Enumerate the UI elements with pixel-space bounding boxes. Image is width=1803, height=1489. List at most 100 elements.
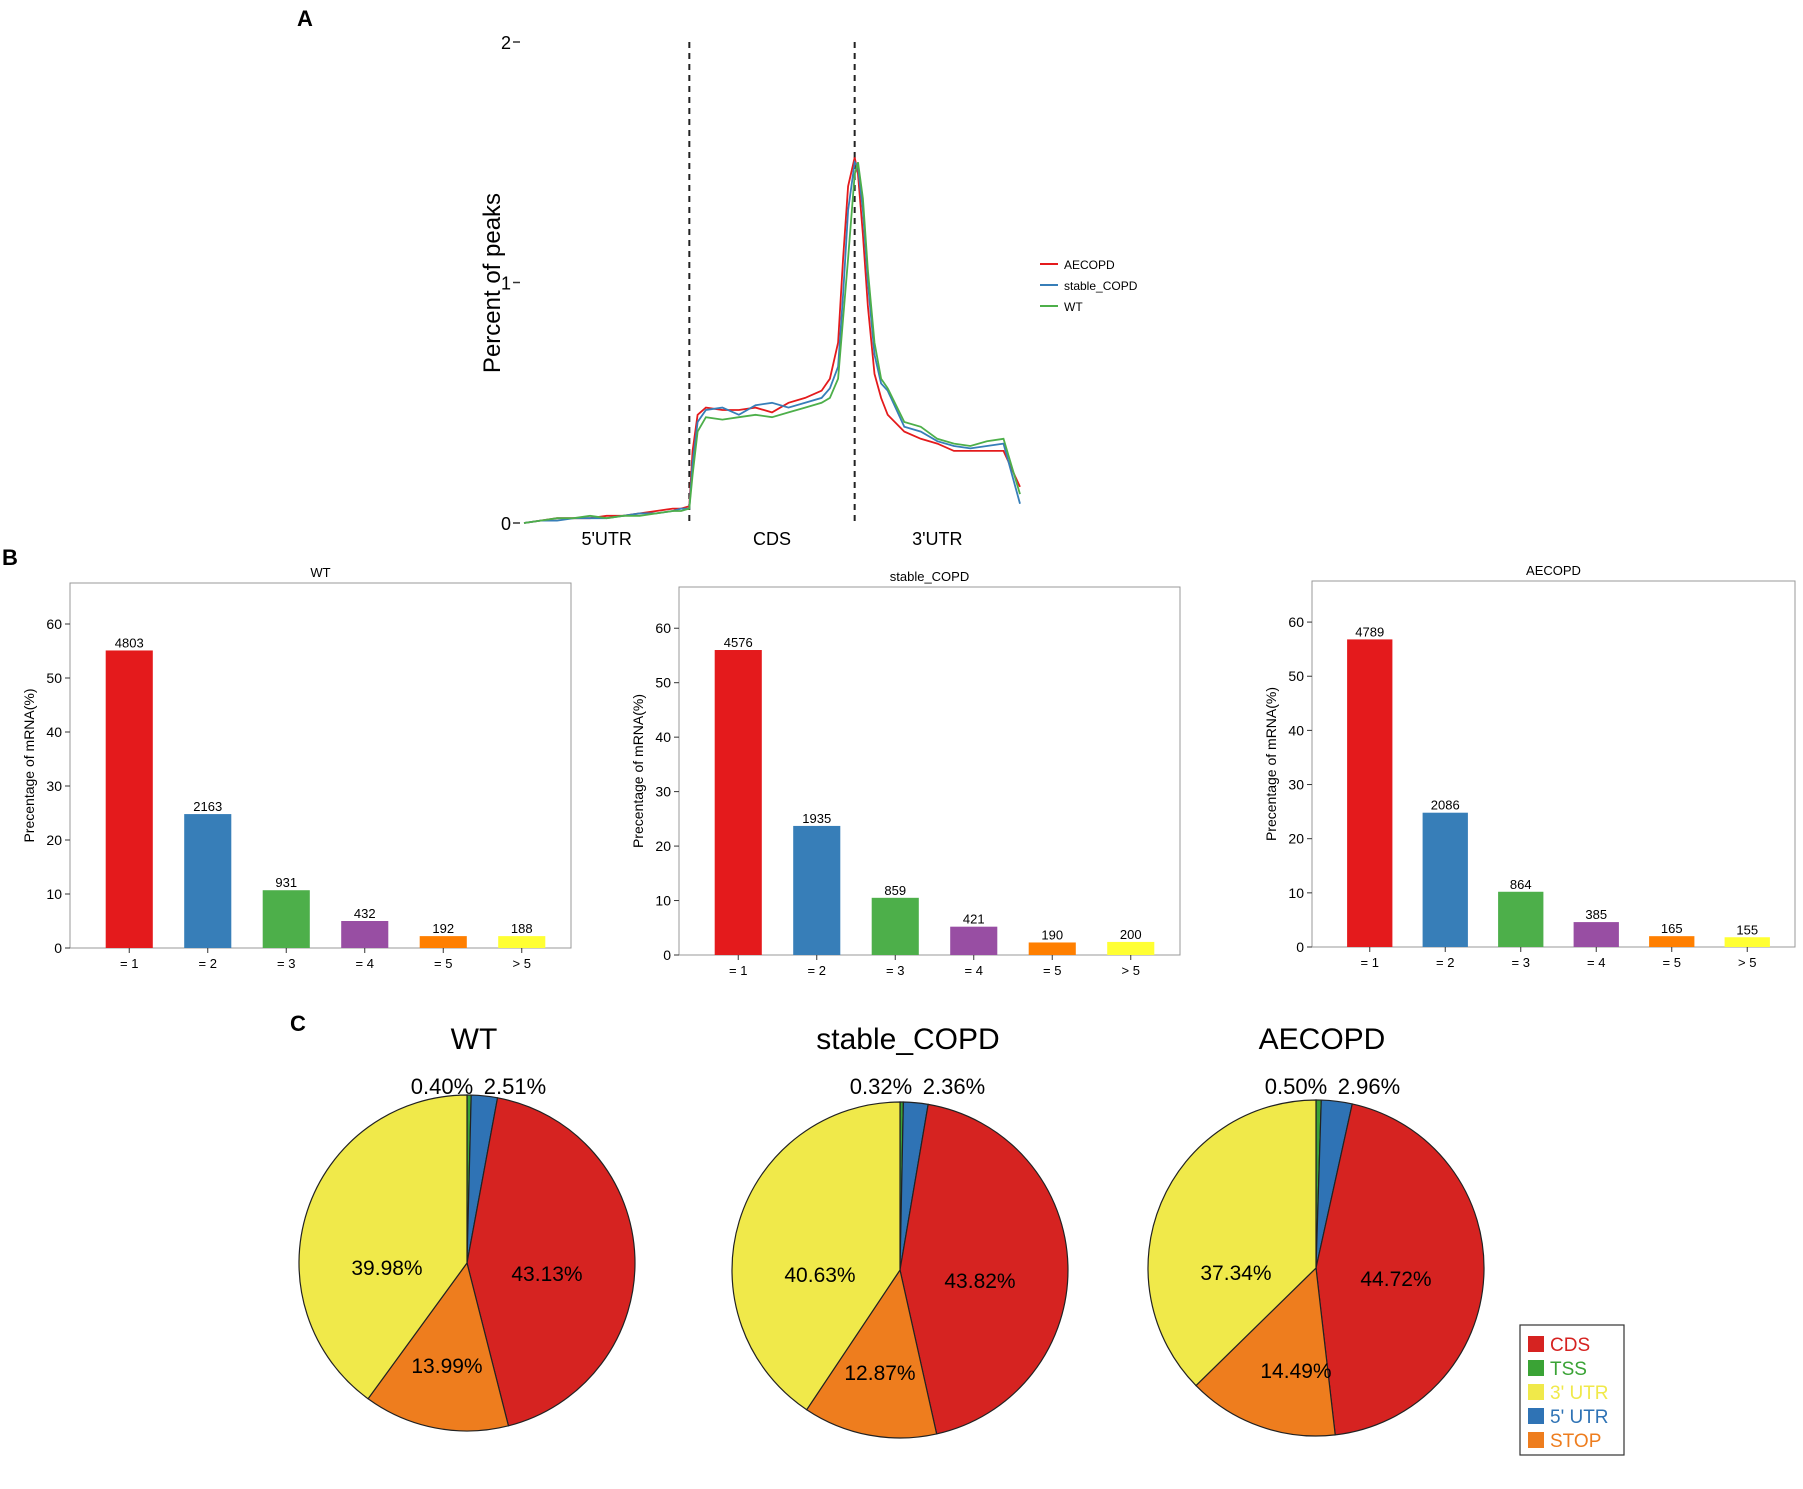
bar: [1347, 639, 1393, 947]
y-axis-label: Precentage of mRNA(%): [1263, 687, 1279, 841]
x-tick-label: = 4: [1587, 955, 1605, 970]
line-chart-panel-a: 0 1 2 Percent of peaks 5'UTR CDS 3'UTR AECOP…: [479, 33, 1138, 549]
pie-legend: CDS TSS 3' UTR 5' UTR STOP: [1519, 1324, 1625, 1456]
y-tick-label: 10: [46, 886, 62, 902]
y-tick-label: 10: [655, 893, 671, 909]
y-axis-label: Percent of peaks: [479, 193, 506, 373]
slice-value-label: 13.99%: [411, 1355, 482, 1378]
x-tick-label: = 5: [1663, 955, 1681, 970]
bar-value-label: 2163: [193, 799, 222, 814]
legend-label: AECOPD: [1064, 258, 1115, 272]
x-tick-label: > 5: [513, 956, 531, 971]
slice-value-label: 43.13%: [511, 1263, 582, 1286]
pie-slice-stop: [1195, 1266, 1336, 1437]
bar: [871, 897, 919, 955]
y-axis: 0 1 2: [501, 33, 520, 534]
pie-slice-3utr: [298, 1094, 468, 1400]
slice-value-label: 37.34%: [1200, 1262, 1271, 1285]
y-tick-label: 40: [655, 729, 671, 745]
chart-title: WT: [310, 565, 330, 580]
bar-value-label: 432: [354, 906, 376, 921]
y-tick-label: 50: [655, 675, 671, 691]
plot-frame: [69, 582, 572, 949]
pie-chart-wt: WT 43.13% 13.99% 39.98% 0.40% 2.51%: [298, 1023, 636, 1432]
y-tick-label: 2: [501, 33, 511, 53]
y-tick-label: 0: [1296, 939, 1304, 955]
x-tick-label: > 5: [1738, 955, 1756, 970]
region-label: CDS: [753, 529, 791, 549]
bar-value-label: 192: [432, 921, 454, 936]
bar: [950, 926, 998, 955]
bar: [498, 936, 546, 948]
x-tick-label: = 3: [277, 956, 295, 971]
bar-chart-aecopd: AECOPD 0 10 20 30 40 50 60 Precentage of mRNA(%)…: [1263, 563, 1796, 970]
bar: [793, 825, 841, 955]
x-tick-label: = 3: [886, 963, 904, 978]
x-tick-label: = 5: [434, 956, 452, 971]
legend-label: CDS: [1550, 1335, 1590, 1356]
pie-chart-aecopd: AECOPD 44.72% 14.49% 37.34% 0.50% 2.96%: [1147, 1023, 1485, 1437]
bar-value-label: 1935: [802, 811, 831, 826]
legend-swatch: [1528, 1432, 1544, 1448]
slice-value-label: 43.82%: [944, 1270, 1015, 1293]
bar: [1724, 937, 1770, 947]
pie-slice-3utr: [1147, 1099, 1317, 1387]
bar: [262, 890, 310, 948]
y-tick-label: 20: [655, 838, 671, 854]
bar: [1649, 936, 1695, 947]
y-tick-label: 50: [1288, 668, 1304, 684]
x-tick-label: = 2: [1436, 955, 1454, 970]
series-line-WT: [523, 162, 1021, 524]
bar-chart-stable-copd: stable_COPD 0 10 20 30 40 50 60 Precentage of mR…: [630, 569, 1181, 978]
slice-value-label: 39.98%: [351, 1257, 422, 1280]
bar-value-label: 188: [511, 921, 533, 936]
pie-slice-cds: [466, 1097, 636, 1427]
pie-charts-panel-c: WT 43.13% 13.99% 39.98% 0.40% 2.51% stable_COP…: [298, 1023, 1485, 1439]
legend-swatch: [1528, 1384, 1544, 1400]
pie-slice-cds: [899, 1103, 1069, 1435]
bar-value-label: 200: [1120, 927, 1142, 942]
bar-charts-panel-b: WT 0 10 20 30 40 50 60 Precentage of mRNA(%) 4803…: [21, 563, 1796, 978]
bar-value-label: 190: [1041, 927, 1063, 942]
pie-title: AECOPD: [1259, 1023, 1386, 1056]
slice-value-label: 2.51%: [484, 1074, 546, 1099]
x-tick-label: = 1: [120, 956, 138, 971]
y-tick-label: 50: [46, 670, 62, 686]
x-tick-label: = 2: [199, 956, 217, 971]
plot-frame: [678, 586, 1181, 956]
pie-title: WT: [451, 1023, 498, 1056]
legend-label: STOP: [1550, 1431, 1601, 1452]
bar: [184, 814, 232, 948]
bar-value-label: 2086: [1431, 798, 1460, 813]
slice-value-label: 14.49%: [1260, 1360, 1331, 1383]
bar-chart-wt: WT 0 10 20 30 40 50 60 Precentage of mRNA(%) 4803…: [21, 565, 572, 971]
x-tick-label: = 1: [1361, 955, 1379, 970]
pie-slice-cds: [1315, 1103, 1485, 1436]
x-tick-label: = 1: [729, 963, 747, 978]
y-tick-label: 20: [46, 832, 62, 848]
bar-value-label: 155: [1736, 922, 1758, 937]
series-line-AECOPD: [523, 157, 1021, 524]
slice-value-label: 12.87%: [844, 1362, 915, 1385]
legend-label: 5' UTR: [1550, 1407, 1609, 1428]
y-tick-label: 40: [1288, 722, 1304, 738]
y-tick-label: 30: [1288, 777, 1304, 793]
y-tick-label: 60: [1288, 614, 1304, 630]
y-tick-label: 30: [655, 784, 671, 800]
chart-title: stable_COPD: [890, 569, 969, 584]
bar: [1422, 812, 1468, 947]
bar-value-label: 864: [1510, 877, 1532, 892]
chart-title: AECOPD: [1526, 563, 1581, 578]
x-tick-label: = 4: [965, 963, 983, 978]
legend-swatch: [1528, 1336, 1544, 1352]
y-tick-label: 30: [46, 778, 62, 794]
series-lines: [523, 157, 1021, 524]
x-tick-label: > 5: [1122, 963, 1140, 978]
y-tick-label: 0: [501, 514, 511, 534]
region-label: 5'UTR: [581, 529, 631, 549]
legend: AECOPD stable_COPD WT: [1040, 258, 1138, 314]
series-line-stable_COPD: [523, 159, 1021, 524]
slice-value-label: 44.72%: [1360, 1268, 1431, 1291]
y-tick-label: 60: [655, 620, 671, 636]
